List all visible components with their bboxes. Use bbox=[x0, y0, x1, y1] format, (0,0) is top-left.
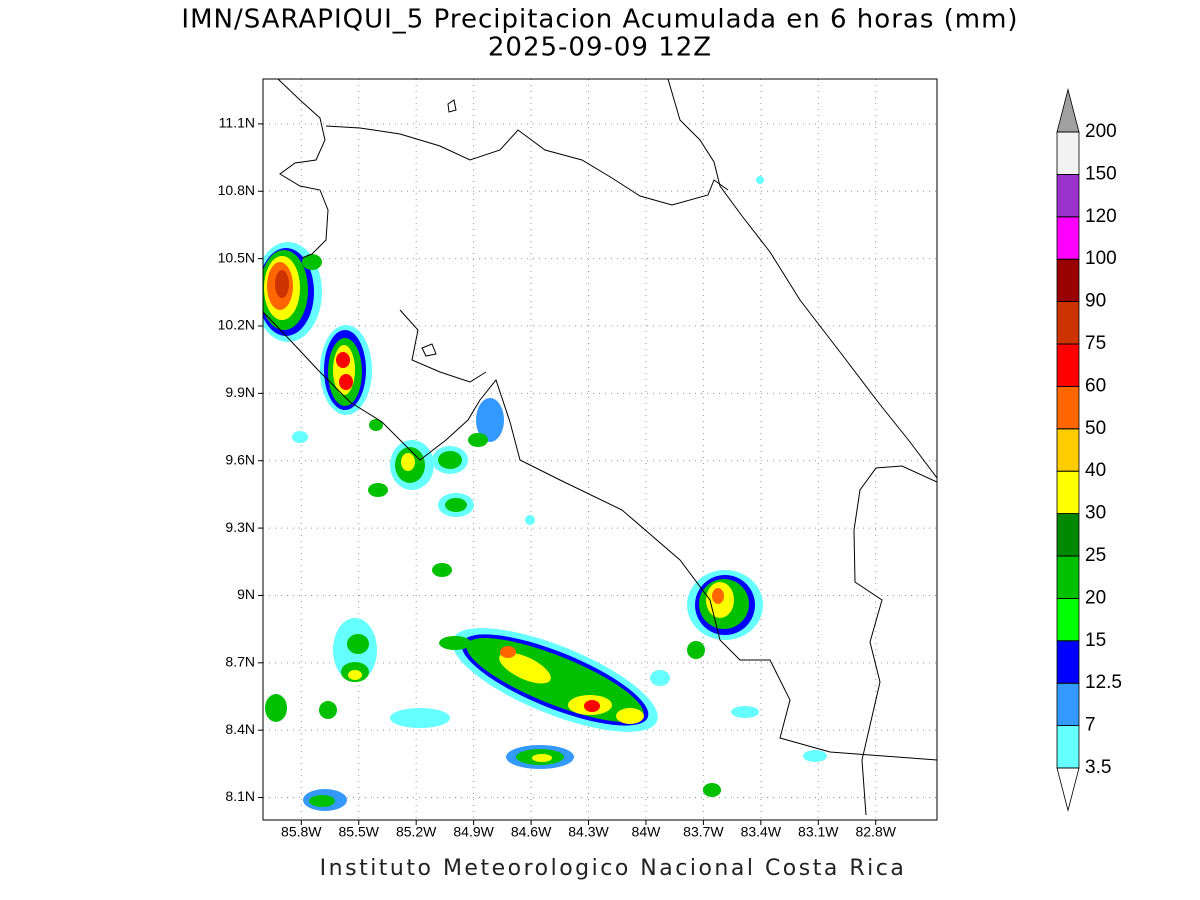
colorbar-label: 15 bbox=[1085, 630, 1106, 651]
colorbar-label: 50 bbox=[1085, 418, 1106, 439]
colorbar-bin bbox=[1056, 428, 1080, 472]
lat-tick-label: 8.1N bbox=[225, 788, 255, 804]
colorbar-label: 200 bbox=[1085, 121, 1117, 142]
colorbar-label: 100 bbox=[1085, 248, 1117, 269]
lon-tick-label: 85.5W bbox=[339, 824, 380, 840]
map-title: IMN/SARAPIQUI_5 Precipitacion Acumulada … bbox=[181, 5, 1018, 35]
lon-tick-label: 85.8W bbox=[281, 824, 322, 840]
lat-tick-label: 8.7N bbox=[225, 654, 255, 670]
map-frame bbox=[262, 78, 938, 821]
colorbar-label: 60 bbox=[1085, 375, 1106, 396]
colorbar-label: 120 bbox=[1085, 206, 1117, 227]
map-subtitle: 2025-09-09 12Z bbox=[488, 33, 712, 63]
lat-tick-label: 10.5N bbox=[218, 249, 255, 265]
colorbar-label: 75 bbox=[1085, 333, 1106, 354]
lon-tick-label: 83.1W bbox=[798, 824, 839, 840]
colorbar-bin bbox=[1056, 343, 1080, 387]
colorbar-bin bbox=[1056, 598, 1080, 642]
colorbar-label: 90 bbox=[1085, 291, 1106, 312]
colorbar-bin bbox=[1056, 216, 1080, 260]
lon-tick-label: 84.3W bbox=[568, 824, 609, 840]
lon-tick-label: 84W bbox=[632, 824, 662, 840]
coastlines bbox=[263, 79, 937, 816]
lon-tick-label: 82.8W bbox=[855, 824, 896, 840]
colorbar-bin bbox=[1056, 470, 1080, 515]
lat-tick-label: 9.6N bbox=[225, 451, 255, 467]
lat-tick-label: 9N bbox=[237, 586, 255, 602]
colorbar: 3.5 7 12.5 15 20 25 30 40 50 60 75 90 100 120 150 200 bbox=[1056, 88, 1122, 812]
precip-field bbox=[263, 79, 937, 816]
colorbar-label: 40 bbox=[1085, 460, 1106, 481]
lon-tick-label: 84.6W bbox=[511, 824, 552, 840]
colorbar-bin bbox=[1056, 301, 1080, 345]
lat-tick-label: 9.3N bbox=[225, 519, 255, 535]
colorbar-over bbox=[1056, 88, 1080, 133]
lat-tick-label: 8.4N bbox=[225, 721, 255, 737]
footer: Instituto Meteorologico Nacional Costa R… bbox=[320, 856, 907, 881]
colorbar-label: 12.5 bbox=[1085, 672, 1122, 693]
colorbar-label: 150 bbox=[1085, 163, 1117, 184]
colorbar-bin bbox=[1056, 258, 1080, 303]
lat-tick-label: 9.9N bbox=[225, 384, 255, 400]
colorbar-label: 7 bbox=[1085, 715, 1096, 736]
colorbar-bin bbox=[1056, 385, 1080, 430]
lon-tick-label: 83.7W bbox=[683, 824, 724, 840]
colorbar-label: 25 bbox=[1085, 545, 1106, 566]
colorbar-bin bbox=[1056, 131, 1080, 175]
colorbar-bin bbox=[1056, 640, 1080, 684]
lat-tick-label: 10.2N bbox=[218, 317, 255, 333]
lon-tick-label: 84.9W bbox=[453, 824, 494, 840]
grid bbox=[258, 79, 937, 825]
colorbar-bin bbox=[1056, 513, 1080, 557]
colorbar-label: 20 bbox=[1085, 587, 1106, 608]
colorbar-label: 3.5 bbox=[1085, 757, 1111, 778]
colorbar-bin bbox=[1056, 173, 1080, 218]
precip-cells bbox=[263, 176, 827, 811]
lat-tick-label: 11.1N bbox=[219, 115, 255, 131]
lat-tick-label: 10.8N bbox=[218, 182, 255, 198]
lon-tick-label: 85.2W bbox=[396, 824, 437, 840]
colorbar-label: 30 bbox=[1085, 503, 1106, 524]
colorbar-under bbox=[1056, 767, 1080, 812]
colorbar-bin bbox=[1056, 555, 1080, 599]
lon-tick-label: 83.4W bbox=[741, 824, 782, 840]
colorbar-bin bbox=[1056, 682, 1080, 727]
colorbar-bin bbox=[1056, 725, 1080, 769]
